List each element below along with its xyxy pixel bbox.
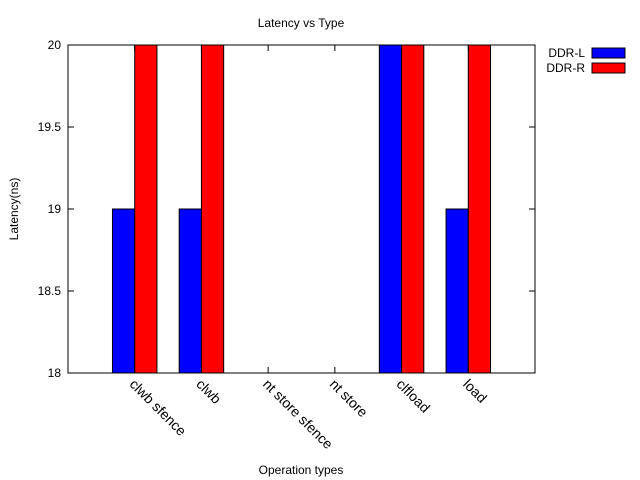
bar-ddr-l [178,208,202,374]
bar-ddr-l [111,208,136,374]
bar-ddr-l [378,44,403,374]
x-tick-label: nt store sfence [260,376,336,452]
x-tick-label: load [460,376,490,406]
y-axis-label: Latency(ns) [7,178,21,241]
bar-ddr-r [200,44,225,374]
x-tick-label: nt store [327,376,371,420]
y-tick-label: 20 [48,38,62,52]
x-tick-label: clwb sfence [127,376,190,439]
bars-group [111,44,492,374]
x-axis-label: Operation types [259,463,344,477]
bar-ddr-l [445,208,469,374]
bar-ddr-r [134,44,158,374]
x-tick-label: clfload [393,376,433,416]
y-tick-label: 18.5 [38,284,62,298]
legend-label: DDR-R [546,61,585,75]
chart-title: Latency vs Type [258,16,345,30]
legend-label: DDR-L [548,46,585,60]
legend-swatch-ddr-l [591,47,626,59]
bar-ddr-r [467,44,492,374]
y-axis: 18 18.5 19 19.5 20 [38,38,535,380]
y-tick-label: 19.5 [38,120,62,134]
bar-ddr-r [401,44,425,374]
y-tick-label: 19 [48,202,62,216]
legend-swatch-ddr-r [591,62,626,74]
x-tick-label: clwb [193,376,224,407]
y-tick-label: 18 [48,366,62,380]
